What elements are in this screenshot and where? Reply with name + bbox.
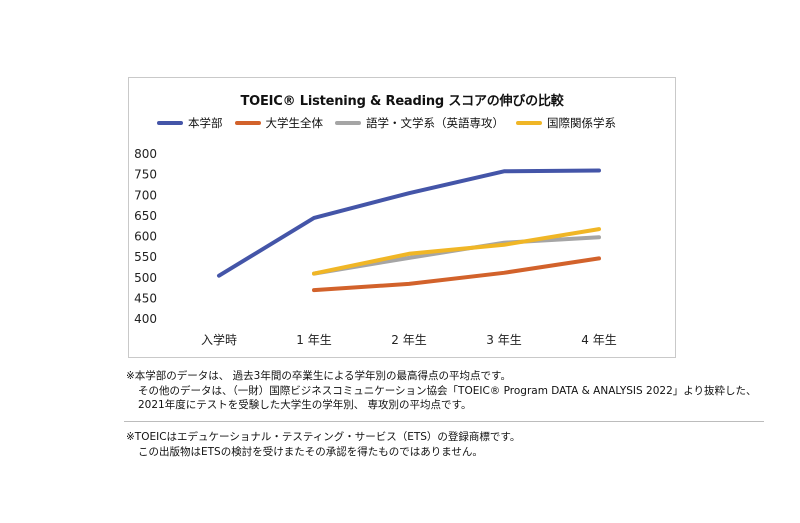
line-chart-plot: 800 750 700 650 600 550 500 450 400 入学時 1 年生 2 年生 3 …	[134, 147, 617, 347]
series-line-1	[312, 256, 601, 293]
x-tick-label-2: 2 年生	[391, 333, 426, 347]
footnote-line-3: 2021年度にテストを受験した大学生の学年別、 専攻別の平均点です。	[138, 399, 472, 411]
legend-item-0: 本学部	[157, 115, 223, 131]
divider	[124, 421, 764, 422]
trademark-notes: ※TOEICはエデュケーショナル・テスティング・サービス（ETS）の登録商標です…	[126, 430, 520, 459]
x-tick-label-0: 入学時	[201, 332, 237, 347]
legend-swatch-1	[234, 121, 261, 125]
y-tick-label-4: 600	[134, 230, 157, 244]
y-tick-label-8: 400	[134, 312, 157, 326]
chart-frame: TOEIC® Listening & Reading スコアの伸びの比較 本学部…	[128, 77, 676, 358]
x-tick-label-1: 1 年生	[296, 333, 331, 347]
y-tick-label-2: 700	[134, 188, 157, 202]
y-tick-label-1: 750	[134, 168, 157, 182]
series-line-2	[312, 235, 601, 276]
chart-title: TOEIC® Listening & Reading スコアの伸びの比較	[240, 94, 564, 109]
legend-swatch-3	[516, 121, 542, 125]
y-tick-label-7: 450	[134, 291, 157, 305]
chart-legend: 本学部 大学生全体 語学・文学系（英語専攻） 国際関係学系	[157, 115, 616, 131]
y-tick-label-6: 500	[134, 271, 157, 285]
legend-swatch-2	[335, 121, 361, 125]
footnote-line-1: ※本学部のデータは、 過去3年間の卒業生による学年別の最高得点の平均点です。	[126, 370, 511, 382]
y-tick-label-5: 550	[134, 250, 157, 264]
footnotes: ※本学部のデータは、 過去3年間の卒業生による学年別の最高得点の平均点です。 そ…	[126, 369, 757, 413]
legend-item-3: 国際関係学系	[516, 115, 616, 131]
trademark-line-2: この出版物はETSの検討を受けまたその承認を得たものではありません。	[138, 445, 483, 458]
series-line-0	[217, 168, 601, 278]
legend-item-2: 語学・文学系（英語専攻）	[335, 115, 504, 131]
legend-item-1: 大学生全体	[234, 115, 324, 131]
x-tick-label-3: 3 年生	[486, 333, 521, 347]
legend-label-0: 本学部	[188, 116, 223, 130]
y-tick-label-3: 650	[134, 209, 157, 223]
legend-swatch-0	[157, 121, 183, 125]
y-tick-label-0: 800	[134, 147, 157, 161]
series-line-3	[312, 227, 601, 276]
trademark-line-1: ※TOEICはエデュケーショナル・テスティング・サービス（ETS）の登録商標です…	[126, 431, 521, 443]
x-tick-label-4: 4 年生	[581, 333, 616, 347]
legend-label-2: 語学・文学系（英語専攻）	[366, 116, 504, 130]
legend-label-3: 国際関係学系	[547, 116, 616, 130]
legend-label-1: 大学生全体	[265, 116, 324, 130]
footnote-line-2: その他のデータは、（一財）国際ビジネスコミュニケーション協会「TOEIC® Pr…	[138, 384, 757, 397]
